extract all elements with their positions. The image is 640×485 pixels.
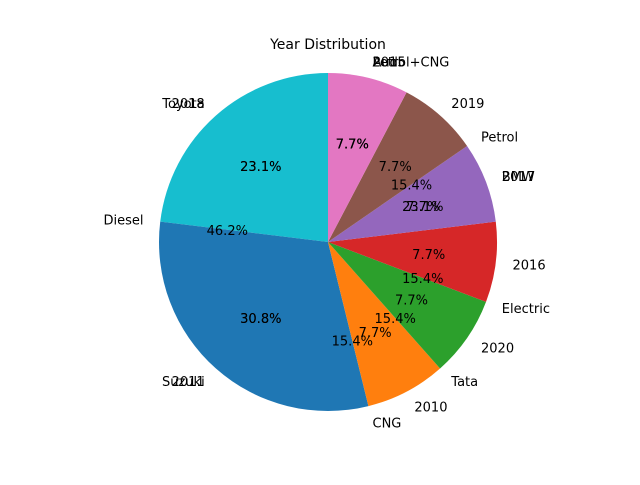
slice-percent-label: 15.4% — [402, 272, 443, 287]
slice-percent-label: 7.7% — [406, 200, 439, 215]
pie-slice-2017 — [328, 146, 496, 242]
slice-label-2020: 2020 — [481, 342, 514, 357]
slice-percent-label: 15.4% — [375, 312, 416, 327]
slice-label-toyota: Toyota — [161, 97, 204, 112]
slice-label-tata: Tata — [450, 375, 478, 390]
slice-percent-label: 30.8% — [240, 312, 281, 327]
pie-slice-2011 — [158, 221, 369, 412]
slice-percent-label: 30.8% — [240, 312, 281, 327]
pie-slice-2010 — [328, 242, 441, 407]
pie-slice-2020 — [328, 242, 487, 369]
slice-percent-label: 7.7% — [359, 326, 392, 341]
pie-slice-2016 — [328, 221, 498, 302]
slice-label-bmw: BMW — [502, 170, 535, 185]
slice-label-petrol-cng: Petrol+CNG — [373, 56, 450, 71]
slice-label-2011: 2011 — [172, 375, 205, 390]
slice-label-2010: 2010 — [414, 401, 447, 416]
slice-percent-label: 15.4% — [391, 178, 432, 193]
slice-percent-label: 7.7% — [336, 138, 369, 153]
pie-slice-2018 — [160, 73, 328, 242]
slice-percent-label: 7.7% — [412, 248, 445, 263]
slice-percent-label: 23.1% — [240, 160, 281, 175]
slice-label-2019: 2019 — [451, 97, 484, 112]
slice-label-petrol: Petrol — [481, 130, 518, 145]
slice-percent-label: 23.1% — [240, 160, 281, 175]
slice-label-electric: Electric — [502, 302, 550, 317]
slice-label-2017: 2017 — [502, 170, 535, 185]
slice-percent-label: 15.4% — [332, 335, 373, 350]
slice-label-suzuki: Suzuki — [162, 375, 205, 390]
pie-slice-2015 — [328, 73, 407, 242]
slice-label-2016: 2016 — [513, 258, 546, 273]
chart-title: Year Distribution — [269, 37, 386, 53]
slice-percent-label: 7.7% — [395, 294, 428, 309]
slice-percent-label: 23.1% — [402, 200, 443, 215]
slice-percent-label: 7.7% — [336, 138, 369, 153]
slice-percent-label: 7.7% — [336, 138, 369, 153]
slice-label-audi: Audi — [373, 56, 402, 71]
slice-label-diesel: Diesel — [103, 214, 143, 229]
pie-wedges — [158, 73, 498, 412]
slice-label-2015: 2015 — [373, 56, 406, 71]
pie-slice-2019 — [328, 92, 468, 242]
slice-percent-label: 46.2% — [207, 224, 248, 239]
pie-labels: 2018 23.1% 2011 30.8% 2010 7.7% 2020 7.7% 2016 7.… — [103, 56, 550, 432]
slice-percent-label: 7.7% — [379, 160, 412, 175]
slice-label-cng: CNG — [373, 417, 402, 432]
slice-label-2018: 2018 — [172, 97, 205, 112]
